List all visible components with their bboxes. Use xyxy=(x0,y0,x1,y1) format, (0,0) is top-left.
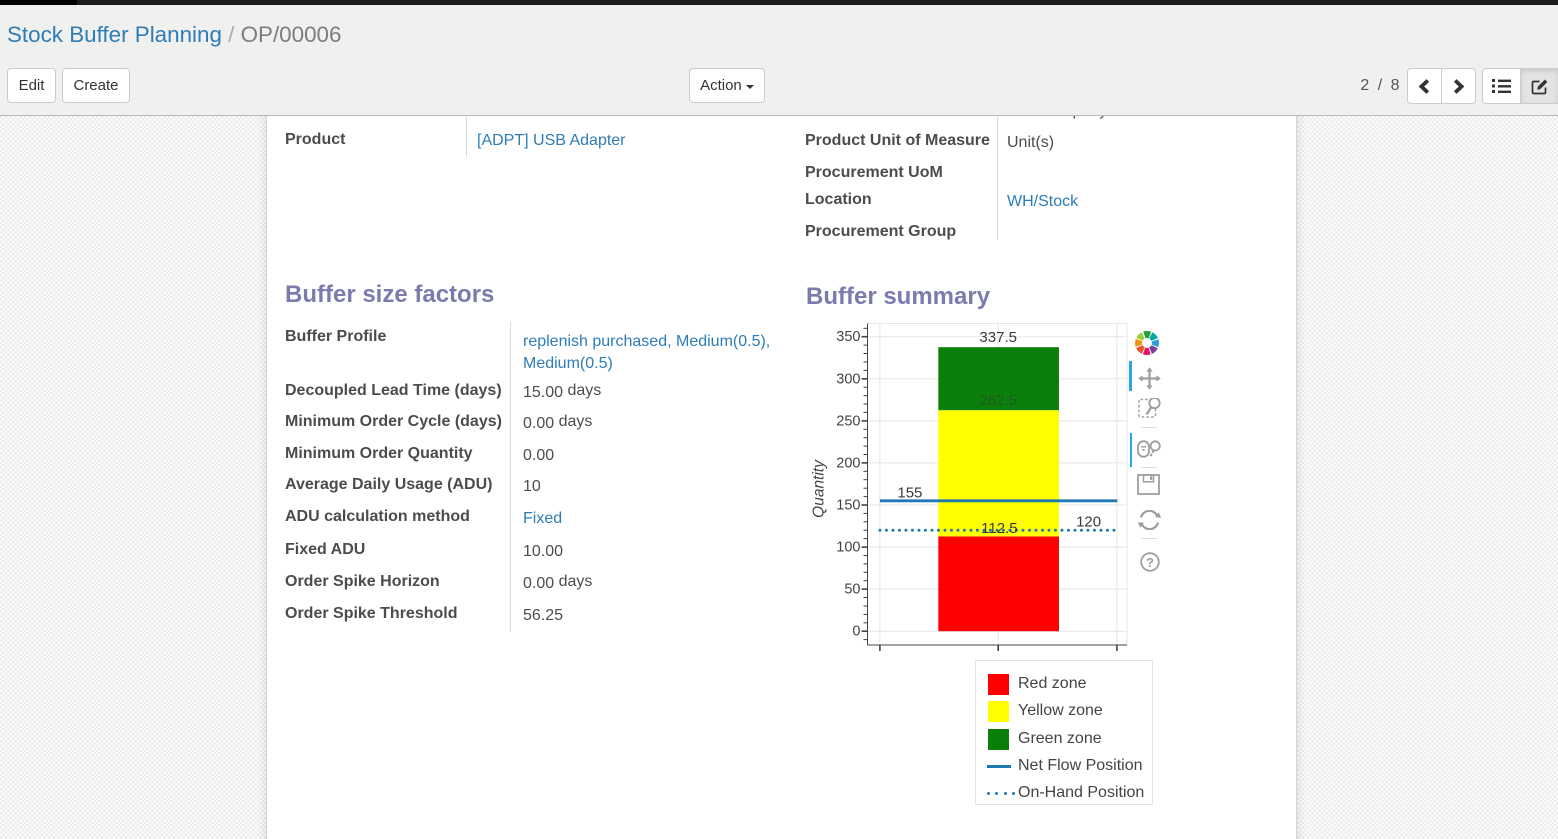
svg-text:50: 50 xyxy=(844,582,860,598)
svg-text:250: 250 xyxy=(836,413,860,429)
svg-text:337.5: 337.5 xyxy=(979,329,1017,346)
svg-text:150: 150 xyxy=(836,498,860,514)
svg-text:262.5: 262.5 xyxy=(979,392,1017,409)
svg-text:120: 120 xyxy=(1076,514,1101,531)
svg-text:100: 100 xyxy=(836,540,860,556)
svg-text:?: ? xyxy=(1146,554,1154,569)
svg-text:300: 300 xyxy=(836,371,860,387)
svg-text:0: 0 xyxy=(852,624,860,640)
svg-text:155: 155 xyxy=(897,484,922,501)
svg-text:112.5: 112.5 xyxy=(981,520,1017,537)
svg-text:200: 200 xyxy=(836,455,860,471)
svg-text:Quantity: Quantity xyxy=(811,459,828,518)
svg-text:350: 350 xyxy=(836,329,860,345)
